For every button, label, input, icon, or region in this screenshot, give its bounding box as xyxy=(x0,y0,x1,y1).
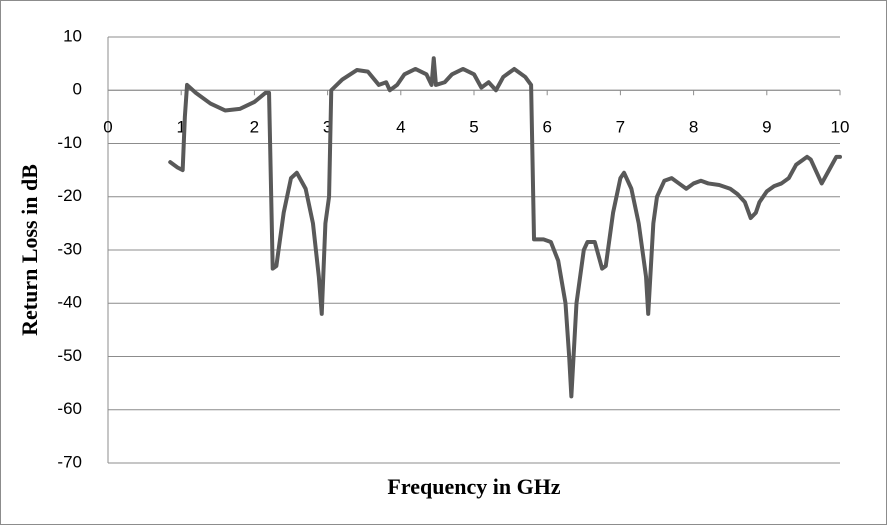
y-tick-label: 0 xyxy=(73,80,82,99)
y-tick-label: -50 xyxy=(57,346,82,365)
y-tick-label: -60 xyxy=(57,399,82,418)
x-tick-label: 5 xyxy=(469,118,478,137)
x-tick-label: 1 xyxy=(176,118,185,137)
x-tick-label: 4 xyxy=(396,118,405,137)
y-tick-label: -70 xyxy=(57,452,82,471)
x-tick-label: 9 xyxy=(762,118,771,137)
y-tick-label: -40 xyxy=(57,293,82,312)
y-tick-label: -10 xyxy=(57,133,82,152)
x-tick-label: 0 xyxy=(103,118,112,137)
x-tick-label: 2 xyxy=(250,118,259,137)
y-axis-title: Return Loss in dB xyxy=(17,164,42,336)
x-tick-label: 3 xyxy=(323,118,332,137)
y-tick-label: 10 xyxy=(63,26,82,45)
x-tick-label: 8 xyxy=(689,118,698,137)
y-tick-label: -30 xyxy=(57,239,82,258)
x-tick-label: 6 xyxy=(542,118,551,137)
x-axis-title: Frequency in GHz xyxy=(387,474,560,499)
y-tick-label: -20 xyxy=(57,186,82,205)
x-tick-label: 10 xyxy=(831,118,850,137)
x-tick-label: 7 xyxy=(616,118,625,137)
data-line xyxy=(168,56,842,399)
